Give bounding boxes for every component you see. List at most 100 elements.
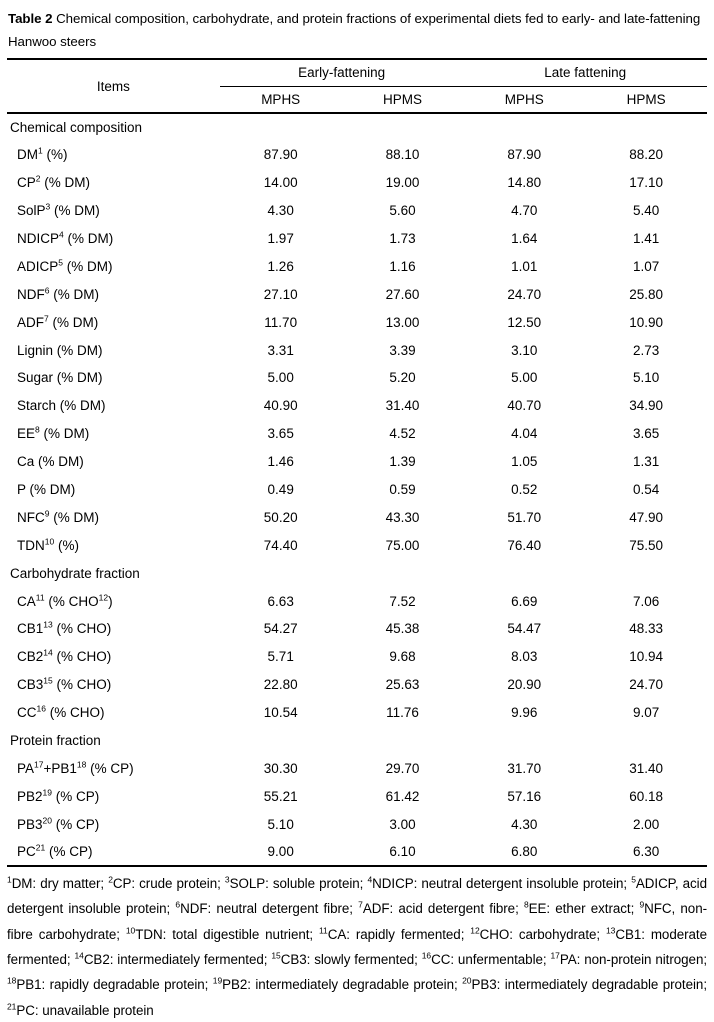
superscript-marker: 16 — [36, 703, 46, 714]
superscript-marker: 21 — [7, 1001, 17, 1012]
group-header-early-fattening: Early-fattening — [219, 59, 464, 87]
superscript-marker: 12 — [98, 592, 109, 603]
value-cell: 13.00 — [385, 314, 420, 330]
value-cell: 60.18 — [629, 788, 663, 804]
value-cell: 57.16 — [507, 788, 542, 804]
superscript-marker: 13 — [605, 925, 616, 936]
value-cell: 4.04 — [511, 426, 538, 442]
superscript-marker: 4 — [59, 229, 64, 240]
superscript-marker: 3 — [224, 874, 230, 885]
row-label: P (% DM) — [17, 482, 76, 498]
value-cell: 1.05 — [511, 454, 538, 470]
value-cell: 54.47 — [507, 621, 542, 637]
value-cell: 10.90 — [629, 314, 663, 330]
table-row: CB315 (% CHO) 22.80 25.63 20.90 24.70 — [7, 671, 707, 699]
value-cell: 54.27 — [263, 621, 298, 637]
col-header-early-mphs: MPHS — [219, 86, 342, 114]
value-cell: 31.40 — [629, 760, 663, 776]
superscript-marker: 8 — [523, 899, 529, 910]
table-row: NDICP4 (% DM) 1.97 1.73 1.64 1.41 — [7, 225, 707, 253]
row-label: Ca (% DM) — [17, 454, 84, 470]
superscript-marker: 8 — [35, 424, 40, 435]
superscript-marker: 20 — [42, 815, 52, 826]
superscript-marker: 13 — [43, 619, 53, 630]
value-cell: 25.80 — [629, 286, 663, 302]
row-label: PA17+PB118 (% CP) — [17, 759, 134, 776]
value-cell: 5.60 — [389, 203, 416, 219]
row-label: Lignin (% DM) — [17, 342, 103, 358]
diet-composition-table: Items Early-fattening Late fattening MPH… — [7, 58, 707, 868]
superscript-marker: 3 — [45, 201, 51, 212]
superscript-marker: 9 — [639, 899, 645, 910]
superscript-marker: 4 — [367, 874, 373, 885]
col-header-early-hpms: HPMS — [341, 86, 464, 114]
superscript-marker: 15 — [43, 675, 53, 686]
superscript-marker: 1 — [38, 145, 43, 156]
section-header-row: Chemical composition — [7, 113, 707, 141]
superscript-marker: 6 — [175, 899, 181, 910]
value-cell: 5.00 — [267, 370, 294, 386]
section-title: Chemical composition — [10, 119, 143, 135]
value-cell: 14.00 — [263, 175, 298, 191]
table-row: CA11 (% CHO12) 6.63 7.52 6.69 7.06 — [7, 587, 707, 615]
value-cell: 9.07 — [632, 705, 660, 721]
table-row: PB219 (% CP) 55.21 61.42 57.16 60.18 — [7, 782, 707, 810]
superscript-marker: 19 — [212, 975, 223, 986]
row-label: NDF6 (% DM) — [17, 285, 99, 302]
table-caption: Table 2 Chemical composition, carbohydra… — [8, 8, 707, 53]
row-label: Starch (% DM) — [17, 398, 106, 414]
value-cell: 1.16 — [389, 258, 416, 274]
value-cell: 5.10 — [632, 370, 660, 386]
value-cell: 34.90 — [629, 398, 663, 414]
table-row: CB113 (% CHO) 54.27 45.38 54.47 48.33 — [7, 615, 707, 643]
superscript-marker: 7 — [44, 313, 49, 324]
value-cell: 1.39 — [389, 454, 416, 470]
value-cell: 87.90 — [507, 147, 542, 163]
value-cell: 14.80 — [507, 175, 542, 191]
value-cell: 5.20 — [389, 370, 416, 386]
table-row: Sugar (% DM) 5.00 5.20 5.00 5.10 — [7, 364, 707, 392]
col-header-items: Items — [7, 59, 220, 114]
col-header-late-hpms: HPMS — [585, 86, 707, 114]
footnotes: 1DM: dry matter; 2CP: crude protein; 3SO… — [7, 874, 708, 1018]
value-cell: 10.54 — [263, 705, 298, 721]
table-row: Ca (% DM) 1.46 1.39 1.05 1.31 — [7, 448, 707, 476]
value-cell: 5.40 — [632, 203, 660, 219]
value-cell: 27.60 — [385, 286, 420, 302]
value-cell: 75.00 — [385, 537, 420, 553]
row-label: CB113 (% CHO) — [17, 619, 112, 637]
row-label: ADICP5 (% DM) — [17, 257, 113, 274]
value-cell: 19.00 — [385, 175, 420, 191]
value-cell: 25.63 — [385, 677, 420, 693]
value-cell: 24.70 — [629, 677, 663, 693]
value-cell: 5.00 — [511, 370, 538, 386]
value-cell: 9.68 — [389, 649, 416, 665]
value-cell: 0.54 — [632, 482, 660, 498]
value-cell: 40.90 — [263, 398, 298, 414]
superscript-marker: 16 — [421, 950, 432, 961]
superscript-marker: 5 — [58, 257, 63, 268]
value-cell: 3.65 — [632, 426, 660, 442]
row-label: PB320 (% CP) — [17, 815, 100, 832]
value-cell: 20.90 — [507, 677, 542, 693]
superscript-marker: 2 — [108, 874, 113, 885]
table-row: CB214 (% CHO) 5.71 9.68 8.03 10.94 — [7, 643, 707, 671]
value-cell: 1.97 — [267, 231, 294, 246]
value-cell: 0.49 — [267, 482, 294, 498]
value-cell: 6.63 — [267, 593, 294, 609]
value-cell: 5.71 — [267, 649, 294, 665]
row-label: Sugar (% DM) — [17, 370, 103, 386]
table-row: CP2 (% DM) 14.00 19.00 14.80 17.10 — [7, 169, 707, 197]
value-cell: 1.46 — [267, 454, 294, 470]
value-cell: 22.80 — [263, 677, 298, 693]
superscript-marker: 20 — [462, 975, 472, 986]
value-cell: 30.30 — [263, 760, 298, 776]
row-label: DM1 (%) — [17, 145, 68, 163]
value-cell: 6.69 — [511, 593, 538, 609]
value-cell: 3.31 — [267, 342, 294, 358]
table-row: TDN10 (%) 74.40 75.00 76.40 75.50 — [7, 531, 707, 559]
row-label: SolP3 (% DM) — [17, 201, 100, 219]
value-cell: 47.90 — [629, 509, 663, 525]
value-cell: 24.70 — [507, 286, 542, 302]
superscript-marker: 6 — [44, 285, 50, 296]
